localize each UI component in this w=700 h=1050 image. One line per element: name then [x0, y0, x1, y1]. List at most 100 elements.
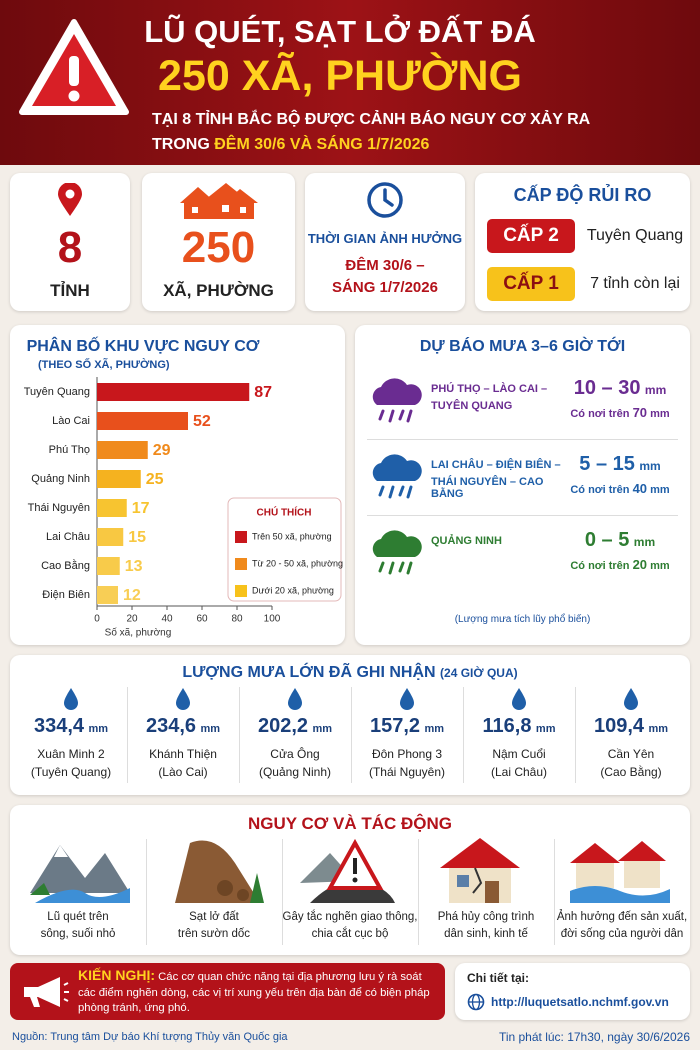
station-province: (Thái Nguyên) [368, 765, 446, 779]
details-url[interactable]: http://luquetsatlo.nchmf.gov.vn [491, 995, 669, 1009]
station-province: (Tuyên Quang) [30, 765, 112, 779]
forecast-note-text: Có nơi trên [570, 408, 630, 420]
y-tick-label: Quảng Ninh [31, 473, 90, 485]
legend-swatch [235, 558, 247, 570]
data-label: 13 [125, 558, 143, 575]
risk-level: CẤP 2 [487, 219, 575, 253]
rainfall-number: 109,4 [593, 715, 645, 737]
y-tick-label: Cao Bằng [41, 559, 90, 572]
unit: mm [535, 723, 556, 735]
drop-icon [286, 687, 304, 711]
y-tick-label: Thái Nguyên [28, 502, 90, 514]
forecast-note-value: 20 [632, 557, 648, 572]
stat-card: 8 TỈNH [10, 173, 130, 311]
pin-icon [58, 183, 82, 216]
impacts-title: NGUY CƠ VÀ TÁC ĐỘNG [247, 814, 453, 833]
risk-area: 7 tỉnh còn lại [590, 275, 680, 292]
unit: mm [650, 408, 670, 420]
bar-chart: PHÂN BỐ KHU VỰC NGUY CƠ (THEO SỐ XÃ, PHƯ… [24, 335, 343, 639]
impact-illustrations [30, 838, 670, 903]
unit: mm [650, 484, 670, 496]
forecast-area: PHÚ THỌ – LÀO CAI – [431, 383, 548, 395]
station-name: Cần Yên [607, 747, 655, 761]
data-label: 12 [123, 587, 141, 604]
unit: mm [88, 723, 109, 735]
rainfall-value: 202,2 mm [239, 715, 351, 738]
divider [367, 439, 678, 440]
header-date-line: TRONG ĐÊM 30/6 VÀ SÁNG 1/7/2026 [152, 136, 692, 154]
y-tick-label: Lào Cai [52, 415, 90, 427]
divider [146, 839, 147, 945]
warning-icon [19, 19, 129, 115]
station-name: Xuân Minh 2 [37, 747, 105, 761]
chart-title: PHÂN BỐ KHU VỰC NGUY CƠ [27, 335, 260, 355]
cloud [372, 378, 422, 423]
station-province: (Quảng Ninh) [258, 765, 332, 779]
forecast-note-value: 70 [632, 405, 648, 420]
header-subtitle: TẠI 8 TỈNH BẮC BỘ ĐƯỢC CẢNH BÁO NGUY CƠ … [152, 111, 591, 128]
x-tick-label: 100 [264, 614, 281, 625]
stat-value: 250 [181, 223, 256, 272]
header [0, 0, 700, 165]
station-province: (Lai Châu) [490, 765, 548, 779]
impact-text: Ảnh hưởng đến sản xuất, [556, 911, 688, 923]
recommendation-label: KIẾN NGHỊ: [78, 967, 155, 983]
stat-card: 250 XÃ, PHƯỜNG [142, 173, 295, 311]
bar [97, 557, 120, 575]
footer-source: Nguồn: Trung tâm Dự báo Khí tượng Thủy v… [12, 1031, 288, 1043]
drop [64, 688, 78, 710]
bar [97, 586, 118, 604]
risk-card: CẤP ĐỘ RỦI RO CẤP 2 Tuyên Quang CẤP 1 7 … [475, 173, 690, 311]
data-label: 15 [128, 529, 146, 546]
rainfall-number: 334,4 [33, 715, 85, 737]
forecast-note: Có nơi trên 70 mm [555, 405, 685, 420]
stat-label: XÃ, PHƯỜNG [163, 281, 274, 300]
forecast-card: DỰ BÁO MƯA 3–6 GIỜ TỚI (Lượng mưa tích l… [355, 325, 690, 645]
rainfall-title-note: (24 GIỜ QUA) [440, 666, 518, 680]
risk-title: CẤP ĐỘ RỦI RO [513, 185, 652, 205]
forecast-note-value: 40 [632, 481, 648, 496]
station-name: Khánh Thiện [149, 747, 217, 761]
time-title: THỜI GIAN ẢNH HƯỞNG [307, 231, 463, 246]
clock-icon [367, 182, 403, 218]
impact-text: chia cắt cục bộ [311, 928, 389, 940]
forecast-range-value: 0 – 5 [584, 529, 630, 551]
legend-swatch [235, 531, 247, 543]
forecast-note-text: Có nơi trên [570, 484, 630, 496]
header-headline: 250 XÃ, PHƯỜNG [158, 52, 522, 100]
legend-label: Trên 50 xã, phường [252, 531, 332, 541]
bar [97, 499, 127, 517]
divider [239, 687, 240, 783]
time-line: ĐÊM 30/6 – [345, 257, 425, 274]
forecast-area: THÁI NGUYÊN – CAO BẰNG [431, 476, 544, 500]
impacts-card: NGUY CƠ VÀ TÁC ĐỘNG Lũ quét trên sông, su… [10, 805, 690, 955]
forecast-title: DỰ BÁO MƯA 3–6 GIỜ TỚI [419, 338, 626, 355]
forecast-note-text: Có nơi trên [570, 560, 630, 572]
forecast-range: 10 – 30 mm [555, 377, 685, 400]
unit: mm [650, 560, 670, 572]
header-title: LŨ QUÉT, SẠT LỞ ĐẤT ĐÁ [144, 14, 536, 49]
drop-icon [622, 687, 640, 711]
rainfall-number: 234,6 [145, 715, 197, 737]
globe-icon [467, 993, 485, 1011]
bar [97, 412, 188, 430]
x-tick-label: 20 [126, 614, 138, 625]
drop [512, 688, 526, 710]
impact-text: sông, suối nhỏ [40, 928, 116, 940]
divider [282, 839, 283, 945]
forecast-area: QUẢNG NINH [431, 535, 502, 547]
x-axis-label: Số xã, phường [105, 627, 172, 639]
legend-label: Dưới 20 xã, phường [252, 585, 334, 595]
forecast-footnote: (Lượng mưa tích lũy phổ biến) [454, 614, 591, 625]
rainfall-number: 116,8 [482, 715, 532, 737]
unit: mm [312, 723, 333, 735]
unit: mm [424, 723, 445, 735]
data-label: 87 [254, 384, 272, 401]
rainfall-value: 116,8 mm [463, 715, 575, 738]
stat-label: TỈNH [50, 281, 90, 300]
legend-swatch [235, 585, 247, 597]
details-box: Chi tiết tại: http://luquetsatlo.nchmf.g… [455, 963, 690, 1020]
station-name: Cửa Ông [270, 747, 320, 761]
drop-icon [398, 687, 416, 711]
